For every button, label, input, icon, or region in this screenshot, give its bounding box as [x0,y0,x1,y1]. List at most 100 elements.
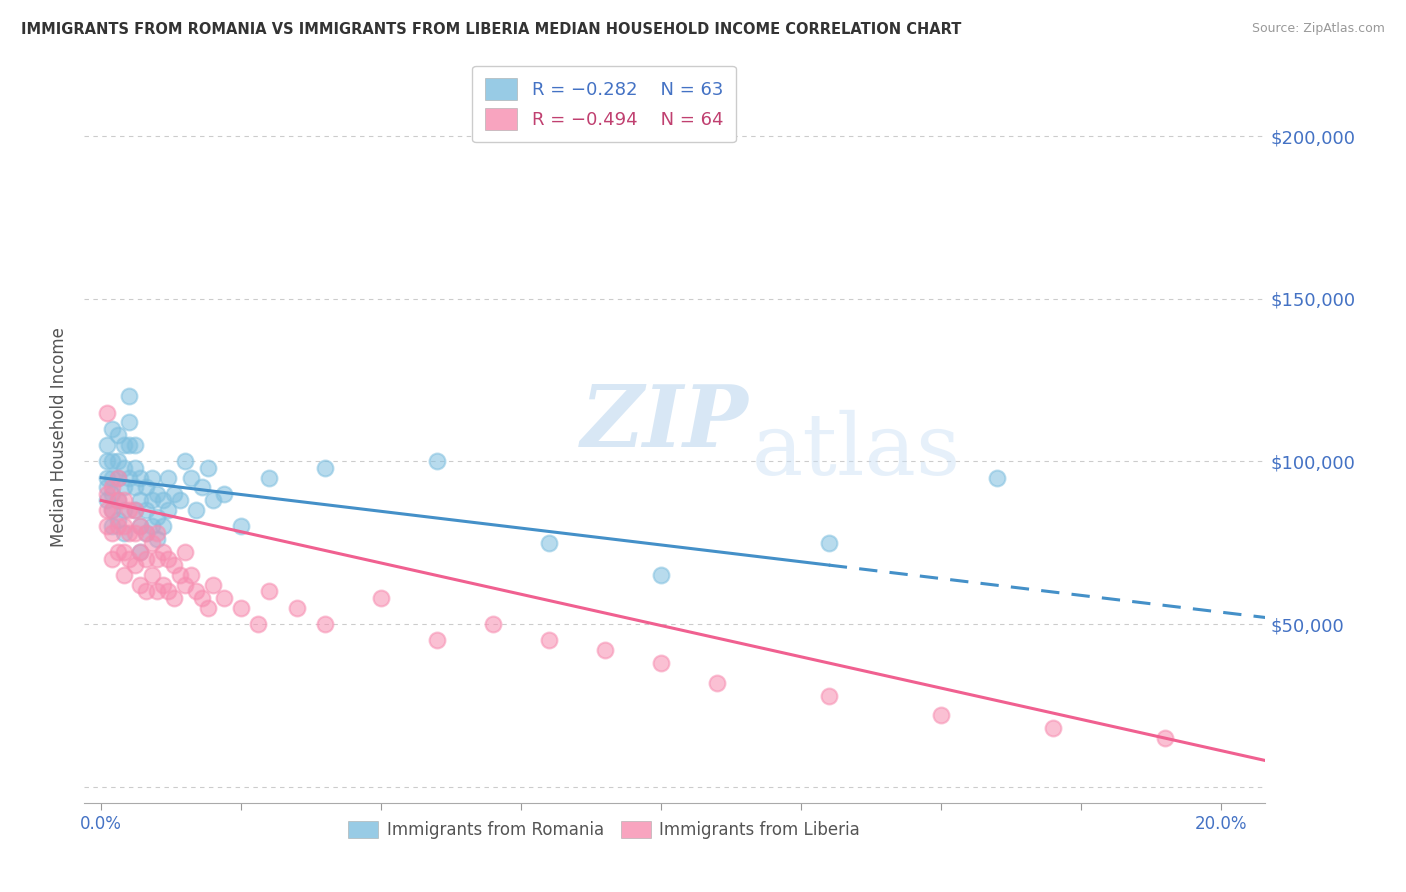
Point [593,643,616,657]
Point [157,503,180,517]
Point [112,461,135,475]
Point [101,454,124,468]
Point [1153,731,1175,745]
Point [107,493,129,508]
Point [96,487,118,501]
Point [152,493,174,508]
Point [141,471,163,485]
Point [124,480,146,494]
Point [96,493,118,508]
Point [141,568,163,582]
Point [107,428,129,442]
Point [426,454,449,468]
Point [650,656,672,670]
Point [174,578,197,592]
Point [141,493,163,508]
Point [214,591,236,605]
Y-axis label: Median Household Income: Median Household Income [51,327,69,547]
Point [135,526,157,541]
Point [124,503,146,517]
Point [96,503,118,517]
Point [706,675,728,690]
Point [152,545,174,559]
Point [118,503,141,517]
Point [817,535,839,549]
Legend: Immigrants from Romania, Immigrants from Liberia: Immigrants from Romania, Immigrants from… [342,814,866,846]
Point [157,584,180,599]
Point [202,578,225,592]
Point [157,552,180,566]
Point [112,503,135,517]
Point [191,480,214,494]
Point [101,487,124,501]
Point [129,519,152,533]
Point [817,689,839,703]
Point [1042,721,1064,735]
Point [202,493,225,508]
Point [124,461,146,475]
Point [482,617,505,632]
Point [129,519,152,533]
Point [157,471,180,485]
Point [101,526,124,541]
Point [101,471,124,485]
Point [537,633,560,648]
Point [118,438,141,452]
Point [186,503,208,517]
Point [129,471,152,485]
Point [118,389,141,403]
Point [101,519,124,533]
Point [124,526,146,541]
Point [129,545,152,559]
Point [163,558,186,573]
Point [197,461,219,475]
Point [426,633,449,648]
Point [112,526,135,541]
Point [112,438,135,452]
Point [107,471,129,485]
Point [135,584,157,599]
Point [141,535,163,549]
Point [107,519,129,533]
Point [112,568,135,582]
Point [124,438,146,452]
Point [285,600,308,615]
Point [152,519,174,533]
Point [929,708,952,723]
Point [537,535,560,549]
Point [370,591,392,605]
Point [257,471,280,485]
Point [135,480,157,494]
Point [650,568,672,582]
Point [986,471,1008,485]
Point [146,526,169,541]
Point [135,526,157,541]
Point [152,578,174,592]
Point [174,454,197,468]
Point [112,480,135,494]
Point [314,617,336,632]
Point [246,617,269,632]
Point [163,591,186,605]
Point [229,600,252,615]
Text: Source: ZipAtlas.com: Source: ZipAtlas.com [1251,22,1385,36]
Point [180,471,202,485]
Point [112,545,135,559]
Point [146,487,169,501]
Point [96,471,118,485]
Point [180,568,202,582]
Point [191,591,214,605]
Point [169,568,191,582]
Point [135,503,157,517]
Text: atlas: atlas [752,410,960,493]
Point [124,503,146,517]
Point [118,552,141,566]
Point [118,471,141,485]
Text: ZIP: ZIP [581,381,748,464]
Point [107,513,129,527]
Text: IMMIGRANTS FROM ROMANIA VS IMMIGRANTS FROM LIBERIA MEDIAN HOUSEHOLD INCOME CORRE: IMMIGRANTS FROM ROMANIA VS IMMIGRANTS FR… [21,22,962,37]
Point [107,471,129,485]
Point [146,533,169,547]
Point [141,519,163,533]
Point [214,487,236,501]
